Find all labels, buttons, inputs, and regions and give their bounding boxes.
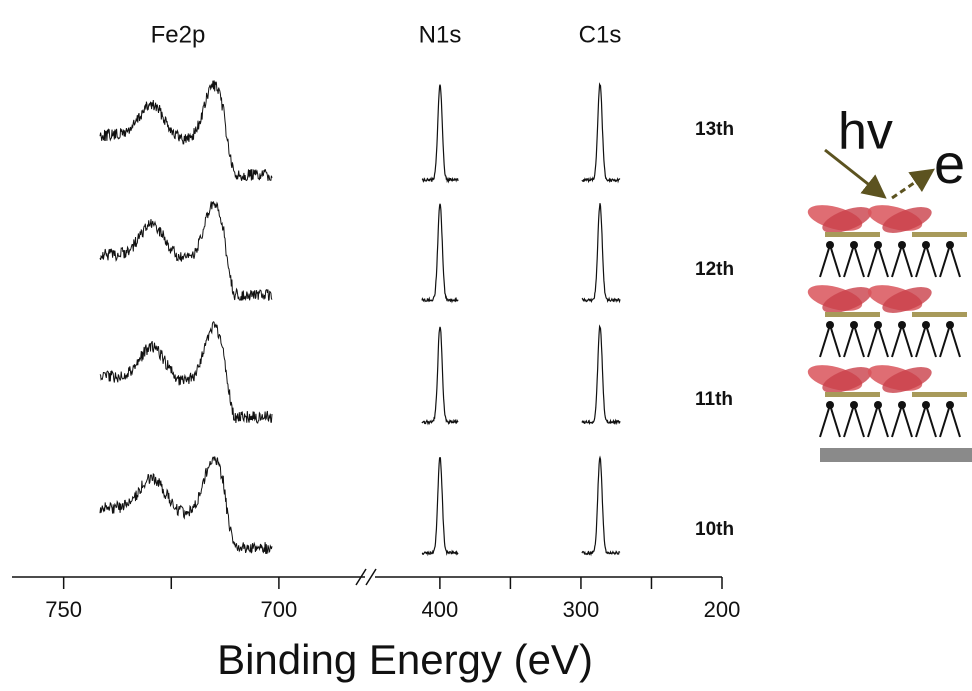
sample-label: 13th [695, 119, 734, 140]
x-tick-label: 400 [422, 597, 459, 622]
anchor-legs [939, 241, 961, 278]
x-tick-label: 300 [563, 597, 600, 622]
photon-label: hv [838, 103, 893, 161]
spectrum-fe2p [99, 456, 273, 555]
axis-break [355, 568, 377, 586]
anchor-legs [867, 401, 889, 438]
linker-bar [912, 232, 967, 237]
sample-label: 10th [695, 519, 734, 540]
anchor-legs [915, 241, 937, 278]
anchor-legs [891, 401, 913, 438]
region-label: N1s [419, 21, 462, 48]
molecule [822, 207, 872, 233]
spectrum-c1s [581, 82, 621, 184]
anchor-legs [867, 241, 889, 278]
spectrum-n1s [421, 203, 459, 304]
spectrum-fe2p [99, 201, 273, 302]
anchor-legs [867, 321, 889, 358]
region-label: C1s [579, 21, 622, 48]
substrate [820, 448, 972, 462]
spectrum-fe2p [99, 321, 273, 424]
spectrum-fe2p [99, 80, 273, 182]
x-tick-label: 200 [704, 597, 741, 622]
spectrum-n1s [421, 326, 459, 426]
linker-bar [912, 392, 967, 397]
electron-label: e [934, 132, 965, 195]
anchor-legs [915, 321, 937, 358]
spectrum-n1s [421, 457, 459, 557]
linker-bar [825, 392, 880, 397]
x-tick-label: 700 [261, 597, 298, 622]
photon-arrow [824, 148, 887, 199]
anchor-legs [843, 321, 865, 358]
anchor-legs [939, 321, 961, 358]
anchor-legs [819, 321, 841, 358]
anchor-legs [891, 321, 913, 358]
molecule [822, 367, 872, 393]
anchor-legs [939, 401, 961, 438]
molecule [822, 287, 872, 313]
linker-bar [825, 312, 880, 317]
anchor-legs [915, 401, 937, 438]
molecule [882, 287, 932, 313]
spectrum-c1s [581, 455, 621, 557]
x-tick-label: 750 [45, 597, 82, 622]
x-axis-title: Binding Energy (eV) [217, 636, 593, 683]
schematic: hv e [807, 103, 972, 462]
layer-stack [807, 205, 967, 438]
molecule [882, 367, 932, 393]
linker-bar [912, 312, 967, 317]
molecule [882, 207, 932, 233]
electron-arrow [891, 168, 935, 200]
linker-bar [825, 232, 880, 237]
sample-label: 12th [695, 259, 734, 280]
anchor-legs [843, 241, 865, 278]
anchor-legs [843, 401, 865, 438]
sample-label: 11th [695, 389, 733, 410]
anchor-legs [891, 241, 913, 278]
spectrum-c1s [581, 203, 621, 304]
anchor-legs [819, 401, 841, 438]
region-label: Fe2p [151, 21, 206, 48]
spectrum-c1s [581, 324, 621, 426]
spectrum-n1s [421, 84, 459, 184]
anchor-legs [819, 241, 841, 278]
